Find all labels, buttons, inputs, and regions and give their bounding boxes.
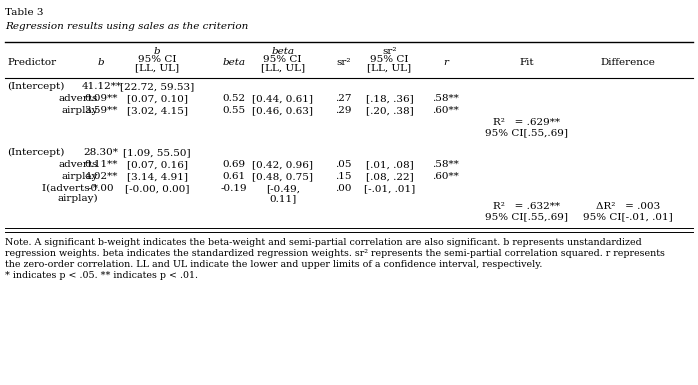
Text: 95% CI: 95% CI [263,55,302,64]
Text: Difference: Difference [601,58,655,67]
Text: [-0.00, 0.00]: [-0.00, 0.00] [125,184,189,193]
Text: 95% CI: 95% CI [138,55,177,64]
Text: beta: beta [223,58,245,67]
Text: Predictor: Predictor [7,58,56,67]
Text: r: r [443,58,448,67]
Text: sr²: sr² [383,47,396,56]
Text: regression weights. beta indicates the standardized regression weights. sr² repr: regression weights. beta indicates the s… [5,249,665,258]
Text: adverts: adverts [59,160,98,169]
Text: [3.02, 4.15]: [3.02, 4.15] [126,106,188,115]
Text: .27: .27 [335,94,352,103]
Text: b: b [154,47,161,56]
Text: (Intercept): (Intercept) [7,148,64,157]
Text: b: b [98,58,105,67]
Text: 95% CI[-.01, .01]: 95% CI[-.01, .01] [584,212,673,221]
Text: -0.19: -0.19 [221,184,247,193]
Text: beta: beta [272,47,294,56]
Text: 0.09**: 0.09** [84,94,118,103]
Text: .05: .05 [335,160,352,169]
Text: 95% CI: 95% CI [370,55,409,64]
Text: I(adverts *: I(adverts * [42,184,98,193]
Text: [0.07, 0.16]: [0.07, 0.16] [126,160,188,169]
Text: the zero-order correlation. LL and UL indicate the lower and upper limits of a c: the zero-order correlation. LL and UL in… [5,260,542,269]
Text: .58**: .58** [432,160,459,169]
Text: Note. A significant b-weight indicates the beta-weight and semi-partial correlat: Note. A significant b-weight indicates t… [5,238,641,247]
Text: ΔR²   = .003: ΔR² = .003 [596,202,660,211]
Text: 0.11]: 0.11] [269,194,297,203]
Text: Regression results using sales as the criterion: Regression results using sales as the cr… [5,22,248,31]
Text: [LL, UL]: [LL, UL] [135,63,179,72]
Text: airplay: airplay [61,172,98,181]
Text: [0.42, 0.96]: [0.42, 0.96] [252,160,313,169]
Text: 0.61: 0.61 [222,172,246,181]
Text: 0.52: 0.52 [222,94,246,103]
Text: * indicates p < .05. ** indicates p < .01.: * indicates p < .05. ** indicates p < .0… [5,271,198,280]
Text: [22.72, 59.53]: [22.72, 59.53] [120,82,194,91]
Text: .60**: .60** [432,106,459,115]
Text: [.20, .38]: [.20, .38] [366,106,413,115]
Text: [0.44, 0.61]: [0.44, 0.61] [252,94,313,103]
Text: [.08, .22]: [.08, .22] [366,172,413,181]
Text: R²   = .629**: R² = .629** [493,118,560,127]
Text: [1.09, 55.50]: [1.09, 55.50] [124,148,191,157]
Text: airplay): airplay) [57,194,98,203]
Text: [-0.49,: [-0.49, [266,184,299,193]
Text: 4.02**: 4.02** [84,172,118,181]
Text: [.01, .08]: [.01, .08] [366,160,413,169]
Text: (Intercept): (Intercept) [7,82,64,91]
Text: adverts: adverts [59,94,98,103]
Text: .60**: .60** [432,172,459,181]
Text: 3.59**: 3.59** [84,106,118,115]
Text: .15: .15 [335,172,352,181]
Text: Fit: Fit [520,58,534,67]
Text: 0.11**: 0.11** [84,160,118,169]
Text: [.18, .36]: [.18, .36] [366,94,413,103]
Text: 95% CI[.55,.69]: 95% CI[.55,.69] [486,212,568,221]
Text: [0.07, 0.10]: [0.07, 0.10] [126,94,188,103]
Text: [LL, UL]: [LL, UL] [367,63,412,72]
Text: .00: .00 [335,184,352,193]
Text: 95% CI[.55,.69]: 95% CI[.55,.69] [486,128,568,137]
Text: .29: .29 [335,106,352,115]
Text: [3.14, 4.91]: [3.14, 4.91] [126,172,188,181]
Text: [0.46, 0.63]: [0.46, 0.63] [252,106,313,115]
Text: -0.00: -0.00 [88,184,114,193]
Text: R²   = .632**: R² = .632** [493,202,560,211]
Text: airplay: airplay [61,106,98,115]
Text: 0.55: 0.55 [222,106,246,115]
Text: [-.01, .01]: [-.01, .01] [364,184,415,193]
Text: sr²: sr² [336,58,350,67]
Text: [0.48, 0.75]: [0.48, 0.75] [252,172,313,181]
Text: .58**: .58** [432,94,459,103]
Text: 28.30*: 28.30* [84,148,119,157]
Text: 41.12**: 41.12** [81,82,121,91]
Text: 0.69: 0.69 [222,160,246,169]
Text: [LL, UL]: [LL, UL] [260,63,305,72]
Text: Table 3: Table 3 [5,8,43,17]
